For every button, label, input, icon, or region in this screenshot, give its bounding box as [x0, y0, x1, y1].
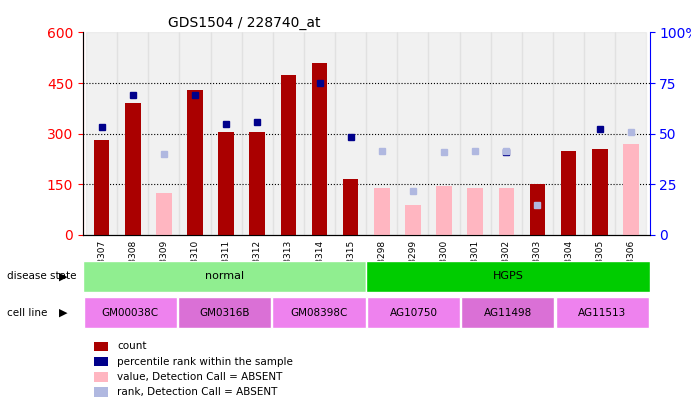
Bar	[467, 188, 483, 235]
Bar	[94, 387, 108, 397]
Text: rank, Detection Call = ABSENT: rank, Detection Call = ABSENT	[117, 387, 277, 397]
Bar	[211, 32, 242, 235]
FancyBboxPatch shape	[178, 297, 271, 328]
FancyBboxPatch shape	[462, 297, 554, 328]
Bar	[623, 144, 638, 235]
Bar	[94, 372, 108, 382]
Text: AG10750: AG10750	[390, 308, 437, 318]
Bar	[397, 32, 428, 235]
Text: AG11498: AG11498	[484, 308, 532, 318]
Bar	[180, 32, 211, 235]
Text: cell line: cell line	[7, 308, 47, 318]
Text: GDS1504 / 228740_at: GDS1504 / 228740_at	[168, 16, 321, 30]
Bar	[312, 63, 328, 235]
Bar	[94, 357, 108, 367]
FancyBboxPatch shape	[367, 297, 460, 328]
Bar	[86, 32, 117, 235]
FancyBboxPatch shape	[83, 261, 366, 292]
Bar	[249, 132, 265, 235]
FancyBboxPatch shape	[84, 297, 177, 328]
Bar	[615, 32, 646, 235]
Text: HGPS: HGPS	[493, 271, 523, 281]
Bar	[561, 151, 576, 235]
Bar	[149, 32, 180, 235]
Bar	[374, 188, 390, 235]
Bar	[405, 205, 421, 235]
Text: GM00038C: GM00038C	[102, 308, 159, 318]
Bar	[428, 32, 460, 235]
Bar	[218, 132, 234, 235]
Bar	[436, 186, 452, 235]
Bar	[94, 342, 108, 351]
Text: ▶: ▶	[59, 308, 67, 318]
Bar	[592, 149, 607, 235]
Bar	[94, 141, 109, 235]
Bar	[125, 103, 140, 235]
Text: disease state: disease state	[7, 271, 77, 281]
Bar	[335, 32, 366, 235]
Bar	[498, 188, 514, 235]
Bar	[460, 32, 491, 235]
Bar	[242, 32, 273, 235]
FancyBboxPatch shape	[366, 261, 650, 292]
Text: percentile rank within the sample: percentile rank within the sample	[117, 357, 293, 367]
Text: count: count	[117, 341, 146, 352]
Bar	[156, 193, 171, 235]
Bar	[343, 179, 359, 235]
Text: GM08398C: GM08398C	[290, 308, 348, 318]
Bar	[530, 184, 545, 235]
Text: ▶: ▶	[59, 271, 67, 281]
FancyBboxPatch shape	[272, 297, 366, 328]
Text: normal: normal	[205, 271, 244, 281]
Bar	[553, 32, 584, 235]
Text: AG11513: AG11513	[578, 308, 627, 318]
Bar	[491, 32, 522, 235]
FancyBboxPatch shape	[556, 297, 649, 328]
Bar	[187, 90, 202, 235]
Bar	[281, 75, 296, 235]
Bar	[584, 32, 615, 235]
Bar	[117, 32, 149, 235]
Bar	[366, 32, 397, 235]
Text: value, Detection Call = ABSENT: value, Detection Call = ABSENT	[117, 372, 283, 382]
Bar	[273, 32, 304, 235]
Text: GM0316B: GM0316B	[199, 308, 250, 318]
Bar	[522, 32, 553, 235]
Bar	[304, 32, 335, 235]
